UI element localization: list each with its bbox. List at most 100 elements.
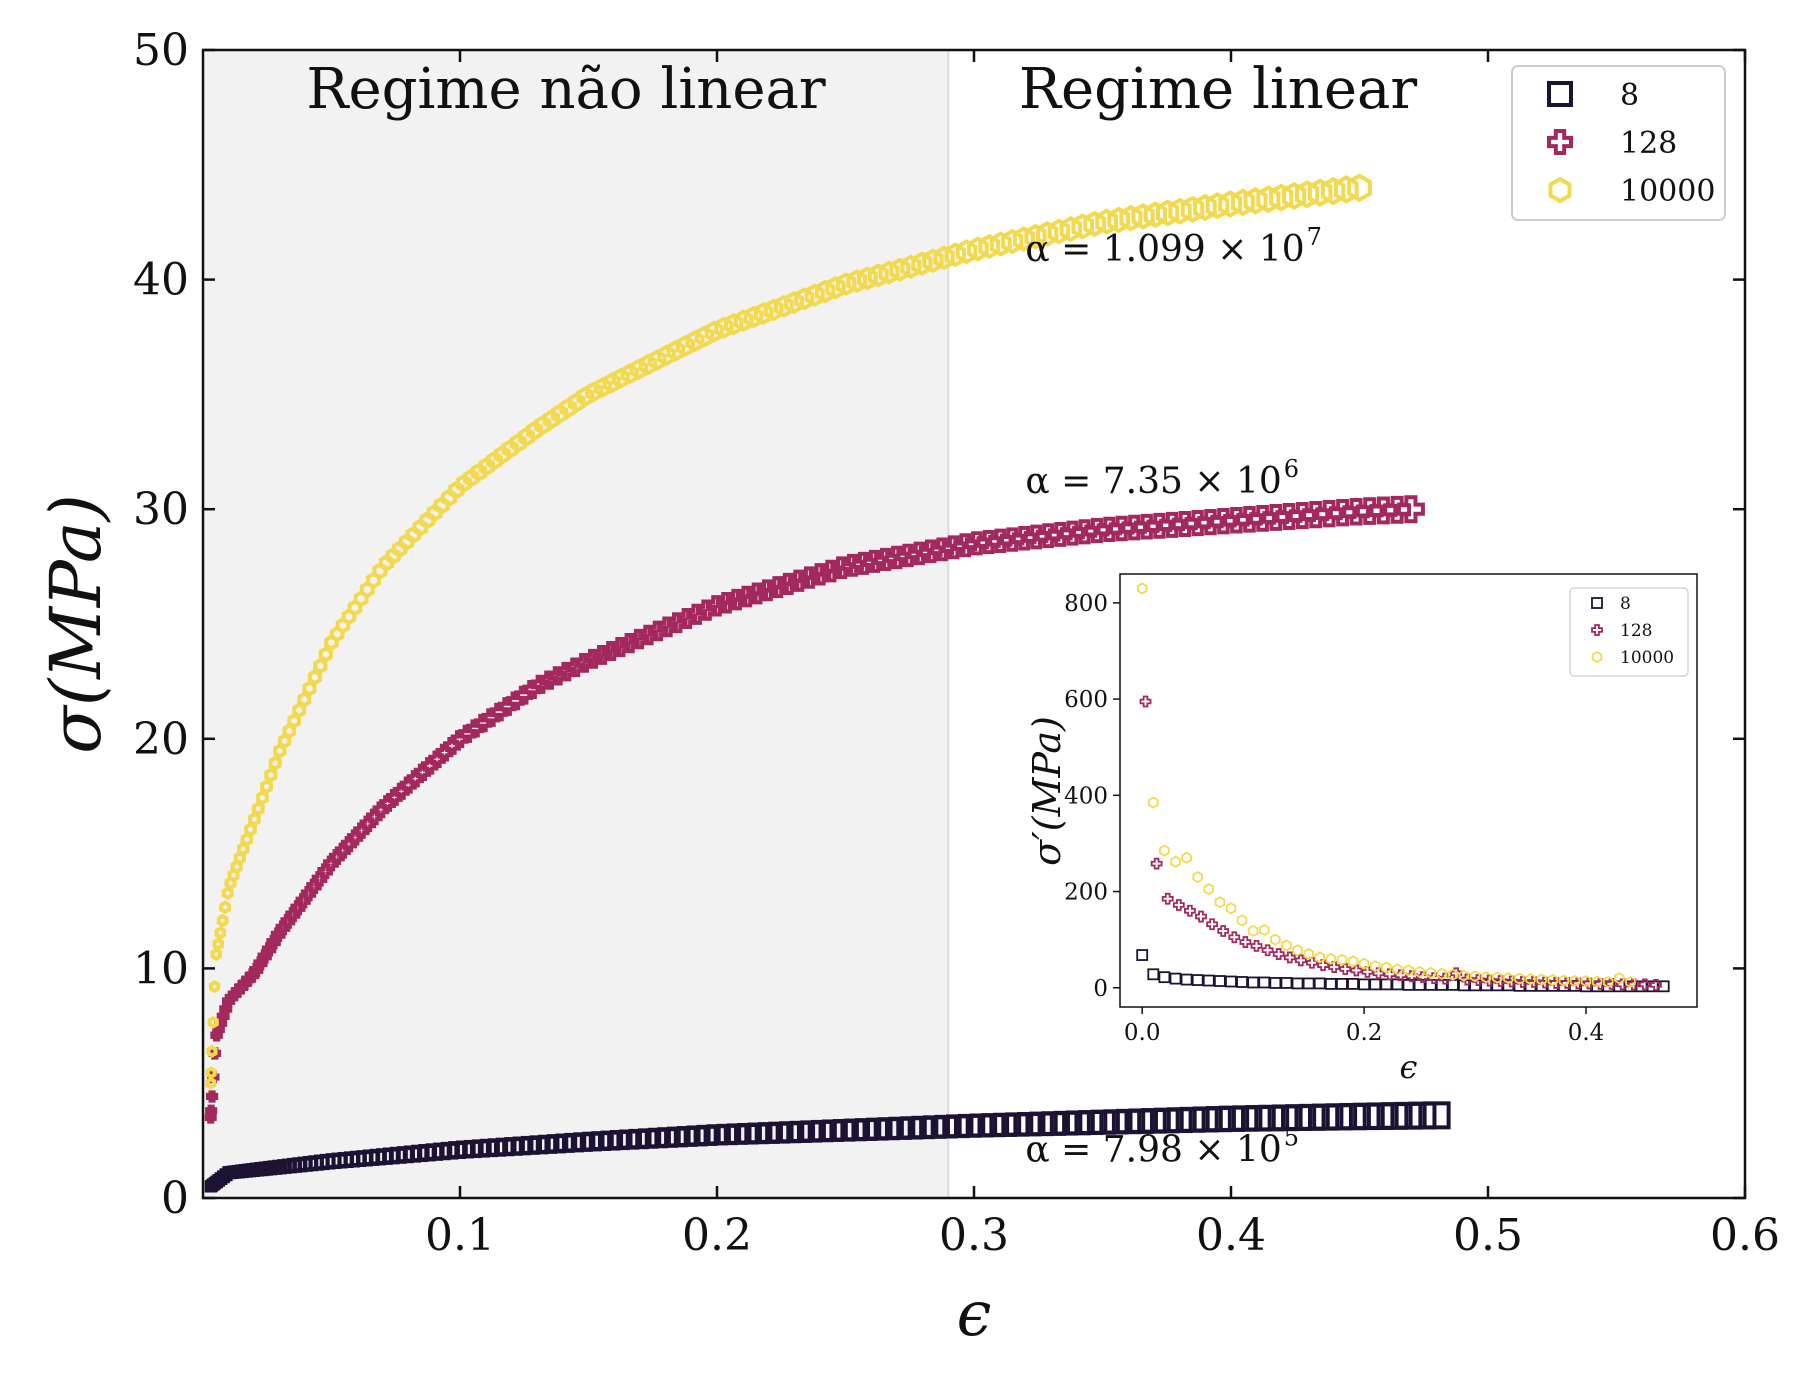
data-point — [808, 563, 832, 586]
data-point — [1269, 183, 1294, 212]
inset-x-tick-label: 0.4 — [1568, 1020, 1605, 1046]
data-point — [1143, 201, 1167, 229]
data-point — [448, 480, 465, 500]
data-point — [1259, 923, 1270, 937]
data-point — [247, 811, 261, 827]
data-point — [1380, 1102, 1409, 1130]
data-point — [638, 353, 658, 376]
data-point — [1492, 971, 1503, 984]
inset-legend: 8 128 10000 — [1569, 587, 1689, 677]
data-point — [756, 579, 779, 602]
data-point — [1247, 976, 1260, 989]
data-point — [1218, 1105, 1246, 1132]
data-point — [251, 801, 265, 817]
legend-marker-cross-icon — [1547, 129, 1573, 155]
region-label-nonlinear: Regime não linear — [306, 57, 825, 122]
data-point — [941, 535, 966, 560]
data-point — [1213, 975, 1226, 987]
data-point — [255, 790, 269, 806]
data-point — [240, 832, 254, 847]
data-point — [798, 566, 821, 589]
data-point — [685, 330, 705, 353]
data-point — [629, 358, 648, 380]
inset-legend-marker-cross-icon — [1591, 624, 1603, 636]
data-point — [307, 669, 322, 686]
data-point — [1402, 978, 1415, 991]
data-point — [922, 248, 944, 274]
data-point — [714, 316, 734, 339]
data-point — [593, 376, 612, 398]
data-point — [1012, 226, 1035, 252]
data-point — [1269, 977, 1282, 989]
data-point — [1320, 176, 1346, 206]
data-point — [694, 325, 715, 348]
x-tick-label: 0.6 — [1710, 1210, 1780, 1261]
data-point — [602, 372, 621, 394]
data-point — [1218, 190, 1243, 218]
data-point — [1292, 944, 1303, 957]
data-point — [1358, 957, 1370, 970]
data-point — [1119, 204, 1143, 232]
data-point — [889, 257, 911, 282]
data-point — [585, 381, 603, 402]
data-point — [819, 559, 843, 583]
data-point — [723, 312, 744, 336]
data-point — [1247, 924, 1259, 938]
data-point — [1192, 1106, 1219, 1133]
data-point — [1281, 181, 1307, 210]
y-tick-label: 0 — [161, 1173, 189, 1224]
data-point — [1302, 977, 1315, 990]
data-point — [1408, 1101, 1437, 1130]
data-point — [1225, 902, 1237, 915]
alpha-exponent: 6 — [1284, 455, 1299, 483]
data-point — [1380, 978, 1393, 991]
data-point — [989, 231, 1012, 257]
data-point — [753, 302, 774, 325]
data-point — [1191, 974, 1204, 986]
data-point — [1158, 971, 1171, 984]
data-point — [657, 344, 676, 367]
data-point — [1147, 968, 1160, 981]
data-point — [525, 420, 544, 441]
data-point — [1184, 904, 1196, 917]
data-point — [1258, 1104, 1286, 1132]
data-point — [930, 537, 955, 562]
data-point — [1392, 963, 1403, 976]
data-point — [1095, 208, 1119, 235]
alpha-annotation: α = 7.98 × 10 — [1025, 1129, 1281, 1170]
data-point — [1347, 955, 1359, 968]
data-point — [1250, 939, 1263, 952]
data-point — [1514, 972, 1525, 985]
data-point — [1369, 978, 1382, 991]
x-tick-label: 0.3 — [939, 1210, 1009, 1261]
data-point — [773, 294, 794, 318]
y-tick-label: 50 — [133, 25, 189, 76]
data-point — [212, 937, 224, 951]
data-point — [1547, 974, 1558, 987]
data-point — [825, 275, 846, 300]
data-point — [550, 403, 569, 424]
data-point — [378, 554, 395, 572]
data-point — [221, 886, 234, 901]
inset-legend-label: 8 — [1620, 594, 1631, 614]
data-point — [1047, 218, 1071, 245]
inset-series-8 — [1136, 949, 1670, 993]
y-tick-label: 40 — [133, 255, 189, 306]
alpha-exponent: 7 — [1307, 223, 1322, 251]
data-point — [1245, 1105, 1272, 1132]
data-point — [1525, 973, 1536, 986]
x-tick-label: 0.2 — [682, 1210, 752, 1261]
data-point — [1625, 975, 1636, 989]
data-point — [559, 397, 577, 419]
data-point — [620, 363, 639, 385]
data-point — [1313, 977, 1326, 990]
data-point — [1206, 918, 1218, 931]
data-point — [1281, 939, 1292, 952]
data-point — [1569, 974, 1581, 988]
data-point — [1303, 948, 1314, 961]
data-point — [1243, 186, 1268, 215]
data-point — [1339, 963, 1352, 975]
data-point — [863, 549, 887, 573]
data-point — [1480, 971, 1492, 984]
data-point — [1036, 221, 1059, 247]
